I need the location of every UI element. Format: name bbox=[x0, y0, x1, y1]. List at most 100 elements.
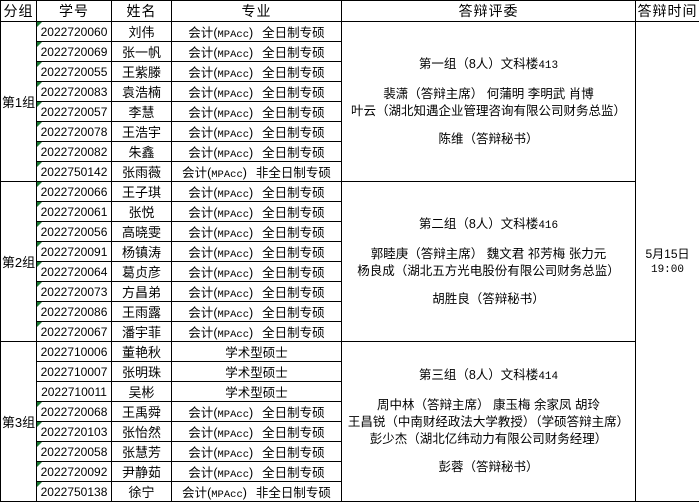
committee-room-number: 413 bbox=[538, 60, 558, 72]
student-id-text: 2022720061 bbox=[41, 205, 108, 219]
major-plain-text: 学术型硕士 bbox=[225, 386, 288, 400]
group-cell: 第3组 bbox=[1, 342, 37, 502]
student-name-cell: 高晓雯 bbox=[112, 222, 172, 242]
cell-error-flag-icon bbox=[37, 302, 42, 307]
student-id-cell: 2022720056 bbox=[37, 222, 112, 242]
cell-error-flag-icon bbox=[37, 162, 42, 167]
cell-error-flag-icon bbox=[37, 482, 42, 487]
student-id-cell: 2022720067 bbox=[37, 322, 112, 342]
committee-room-number: 414 bbox=[538, 371, 558, 383]
major-cell: 学术型硕士 bbox=[172, 382, 342, 402]
student-id-cell: 2022720066 bbox=[37, 182, 112, 202]
major-cell: 会计(MPAcc)全日制专硕 bbox=[172, 462, 342, 482]
major-cell: 会计(MPAcc)全日制专硕 bbox=[172, 102, 342, 122]
student-id-cell: 2022720068 bbox=[37, 402, 112, 422]
cell-error-flag-icon bbox=[37, 62, 42, 67]
major-code-text: MPAcc bbox=[217, 449, 249, 461]
major-type-text: 全日制专硕 bbox=[262, 446, 325, 460]
student-id-text: 2022710007 bbox=[41, 365, 108, 379]
major-cell: 会计(MPAcc)全日制专硕 bbox=[172, 62, 342, 82]
student-id-text: 2022720066 bbox=[41, 185, 108, 199]
student-id-text: 2022710006 bbox=[41, 345, 108, 359]
committee-room-number: 416 bbox=[538, 220, 558, 232]
major-code-text: MPAcc bbox=[217, 69, 249, 81]
major-cell: 会计(MPAcc)全日制专硕 bbox=[172, 402, 342, 422]
student-name-cell: 王浩宇 bbox=[112, 122, 172, 142]
student-name-cell: 董艳秋 bbox=[112, 342, 172, 362]
committee-title-prefix: 第一组（8人）文科楼 bbox=[419, 57, 538, 71]
header-name: 姓名 bbox=[112, 1, 172, 22]
cell-error-flag-icon bbox=[37, 202, 42, 207]
student-id-text: 2022710011 bbox=[41, 385, 107, 399]
student-id-cell: 2022720064 bbox=[37, 262, 112, 282]
student-name-cell: 袁浩楠 bbox=[112, 82, 172, 102]
committee-members-line-3: 彭少杰（湖北亿纬动力有限公司财务经理） bbox=[342, 431, 635, 448]
major-type-text: 非全日制专硕 bbox=[256, 486, 331, 500]
major-type-text: 全日制专硕 bbox=[262, 126, 325, 140]
major-cell: 学术型硕士 bbox=[172, 342, 342, 362]
cell-error-flag-icon bbox=[37, 42, 42, 47]
student-name-cell: 方昌弟 bbox=[112, 282, 172, 302]
major-code-text: MPAcc bbox=[217, 269, 249, 281]
student-id-cell: 2022720073 bbox=[37, 282, 112, 302]
major-main-text: 会计 bbox=[188, 306, 213, 320]
student-id-cell: 2022720083 bbox=[37, 82, 112, 102]
student-id-cell: 2022720103 bbox=[37, 422, 112, 442]
major-cell: 会计(MPAcc)全日制专硕 bbox=[172, 222, 342, 242]
major-cell: 会计(MPAcc)全日制专硕 bbox=[172, 262, 342, 282]
student-name-cell: 王禹舜 bbox=[112, 402, 172, 422]
cell-error-flag-icon bbox=[37, 182, 42, 187]
student-id-cell: 2022750138 bbox=[37, 482, 112, 502]
student-id-cell: 2022720061 bbox=[37, 202, 112, 222]
major-code-text: MPAcc bbox=[217, 149, 249, 161]
major-type-text: 全日制专硕 bbox=[262, 86, 325, 100]
student-id-cell: 2022720069 bbox=[37, 42, 112, 62]
group-cell: 第2组 bbox=[1, 182, 37, 342]
major-main-text: 会计 bbox=[188, 286, 213, 300]
cell-error-flag-icon bbox=[37, 462, 42, 467]
student-id-cell: 2022720086 bbox=[37, 302, 112, 322]
student-id-cell: 2022710006 bbox=[37, 342, 112, 362]
student-name-cell: 潘宇菲 bbox=[112, 322, 172, 342]
major-main-text: 会计 bbox=[188, 46, 213, 60]
major-code-text: MPAcc bbox=[217, 309, 249, 321]
committee-title-prefix: 第二组（8人）文科楼 bbox=[419, 217, 538, 231]
major-main-text: 会计 bbox=[188, 326, 213, 340]
student-id-text: 2022720057 bbox=[41, 105, 108, 119]
cell-error-flag-icon bbox=[37, 282, 42, 287]
major-main-text: 会计 bbox=[188, 146, 213, 160]
major-main-text: 会计 bbox=[188, 86, 213, 100]
major-cell: 会计(MPAcc)全日制专硕 bbox=[172, 302, 342, 322]
student-id-text: 2022720068 bbox=[41, 405, 108, 419]
committee-spacer-1 bbox=[342, 386, 635, 397]
student-id-cell: 2022720058 bbox=[37, 442, 112, 462]
student-name-cell: 李慧 bbox=[112, 102, 172, 122]
major-main-text: 会计 bbox=[188, 106, 213, 120]
student-id-text: 2022750138 bbox=[41, 485, 108, 499]
major-type-text: 全日制专硕 bbox=[262, 406, 325, 420]
cell-error-flag-icon bbox=[37, 322, 42, 327]
committee-members-line-1: 郭睦庚（答辩主席） 魏文君 祁芳梅 张力元 bbox=[342, 246, 635, 263]
major-type-text: 非全日制专硕 bbox=[256, 166, 331, 180]
major-type-text: 全日制专硕 bbox=[262, 286, 325, 300]
major-code-text: MPAcc bbox=[217, 289, 249, 301]
committee-members-line-2: 王昌锐（中南财经政法大学教授）（学硕答辩主席） bbox=[342, 414, 635, 431]
major-code-text: MPAcc bbox=[217, 429, 249, 441]
major-code-text: MPAcc bbox=[211, 169, 243, 181]
student-id-text: 2022720060 bbox=[41, 25, 108, 39]
student-id-cell: 2022710007 bbox=[37, 362, 112, 382]
major-main-text: 会计 bbox=[188, 426, 213, 440]
major-main-text: 会计 bbox=[188, 206, 213, 220]
student-id-cell: 2022750142 bbox=[37, 162, 112, 182]
major-cell: 会计(MPAcc)全日制专硕 bbox=[172, 282, 342, 302]
student-id-text: 2022720082 bbox=[41, 145, 108, 159]
cell-error-flag-icon bbox=[37, 422, 42, 427]
student-id-cell: 2022720078 bbox=[37, 122, 112, 142]
cell-error-flag-icon bbox=[37, 402, 42, 407]
